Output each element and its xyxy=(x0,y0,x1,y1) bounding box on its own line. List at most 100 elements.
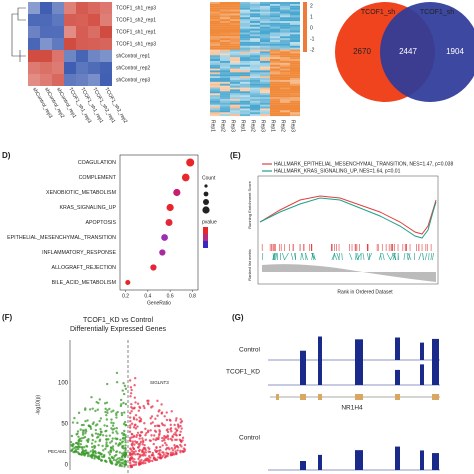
gene-point xyxy=(131,460,135,463)
y-tick-label: BILE_ACID_METABOLISM xyxy=(52,280,116,286)
legend-color xyxy=(203,241,208,248)
heatmap-cell xyxy=(220,2,230,4)
row-label: TCOF1_sh1_rep3 xyxy=(116,41,156,47)
gene-point xyxy=(69,440,73,444)
gene-point xyxy=(96,408,99,411)
gene-point xyxy=(124,449,127,452)
gene-point xyxy=(149,422,153,425)
gene-point xyxy=(124,402,128,406)
col-label: Rep1 xyxy=(270,120,276,132)
heatmap-cell xyxy=(240,102,250,105)
heatmap-cell xyxy=(290,21,300,23)
heatmap-cell xyxy=(290,5,300,8)
heatmap-cell xyxy=(52,2,64,14)
heatmap-cell xyxy=(290,110,300,113)
heatmap-cell xyxy=(230,68,240,71)
gene-point xyxy=(97,451,101,454)
heatmap-cell xyxy=(290,85,300,88)
heatmap-cell xyxy=(290,97,300,99)
gene-point xyxy=(114,463,117,466)
gene-point xyxy=(159,449,162,452)
heatmap-cell xyxy=(260,28,270,31)
heatmap-cell xyxy=(260,57,270,60)
heatmap-cell xyxy=(220,36,230,39)
gene-point xyxy=(115,426,118,430)
gene-point xyxy=(144,461,147,465)
heatmap-cell xyxy=(220,100,230,103)
gene-point xyxy=(173,423,176,427)
heatmap-cell xyxy=(260,17,270,20)
heatmap-cell xyxy=(220,74,230,77)
gene-point xyxy=(158,445,162,449)
gene-point xyxy=(152,457,156,460)
gene-point xyxy=(80,437,83,440)
heatmap-cell xyxy=(220,98,230,101)
heatmap-cell xyxy=(250,100,260,103)
heatmap-cell xyxy=(240,98,250,101)
gene-point xyxy=(151,421,154,424)
row-label: shControl_rep3 xyxy=(116,77,150,83)
heatmap-cell xyxy=(260,66,270,69)
heatmap-cell xyxy=(220,93,230,96)
gene-point xyxy=(170,410,173,413)
gene-point xyxy=(111,437,114,440)
gene-point xyxy=(90,442,94,445)
heatmap-cell xyxy=(230,26,240,29)
heatmap-cell xyxy=(290,112,300,115)
heatmap-cell xyxy=(210,9,220,12)
exon xyxy=(318,394,322,400)
gene-point xyxy=(134,461,138,464)
gene-point xyxy=(106,411,109,415)
axis-label: GeneRatio xyxy=(147,300,171,306)
heatmap-cell xyxy=(220,30,230,33)
heatmap-cell xyxy=(28,38,40,50)
heatmap-cell xyxy=(240,85,250,88)
heatmap-cell xyxy=(250,13,260,16)
heatmap-cell xyxy=(250,85,260,88)
heatmap-cell xyxy=(250,57,260,60)
heatmap-cell xyxy=(280,24,290,27)
gene-point xyxy=(76,421,79,425)
heatmap-cell xyxy=(280,49,290,52)
axis-label: Rank in Ordered Dataset xyxy=(337,289,393,295)
heatmap-cell xyxy=(260,79,270,82)
gene-point xyxy=(171,453,174,456)
heatmap-cell xyxy=(220,59,230,61)
gene-point xyxy=(115,413,118,417)
heatmap-cell xyxy=(270,41,280,44)
gene-point xyxy=(144,451,148,454)
legend-title: Count xyxy=(202,175,216,181)
gene-point xyxy=(139,462,142,466)
heatmap-cell xyxy=(280,93,290,96)
heatmap-cell xyxy=(280,98,290,101)
gene-point xyxy=(105,413,108,417)
heatmap-cell xyxy=(64,14,76,26)
heatmap-cell xyxy=(250,26,260,29)
gene-point xyxy=(75,441,78,445)
gene-point xyxy=(119,458,122,462)
heatmap-cell xyxy=(270,34,280,37)
gene-point xyxy=(163,439,166,442)
gene-point xyxy=(118,451,122,454)
hit xyxy=(336,252,340,261)
heatmap-cell xyxy=(240,79,250,82)
hit xyxy=(333,252,338,261)
heatmap-cell xyxy=(280,2,290,4)
heatmap-cell xyxy=(270,81,280,84)
gene-point xyxy=(134,376,137,380)
heatmap-cell xyxy=(240,22,250,25)
heatmap-cell xyxy=(280,7,290,10)
heatmap-cell xyxy=(210,5,220,8)
gene-point xyxy=(136,425,139,428)
heatmap-cell xyxy=(240,24,250,27)
gene-point xyxy=(179,443,182,447)
heatmap-cell xyxy=(250,55,260,58)
venn-count: 1904 xyxy=(446,47,464,56)
heatmap-cell xyxy=(260,62,270,65)
heatmap-cell xyxy=(40,50,52,62)
heatmap-cell xyxy=(280,43,290,46)
gene-point xyxy=(115,381,119,384)
heatmap-cell xyxy=(230,85,240,88)
heatmap-cell xyxy=(40,62,52,74)
gene-point xyxy=(124,441,127,444)
